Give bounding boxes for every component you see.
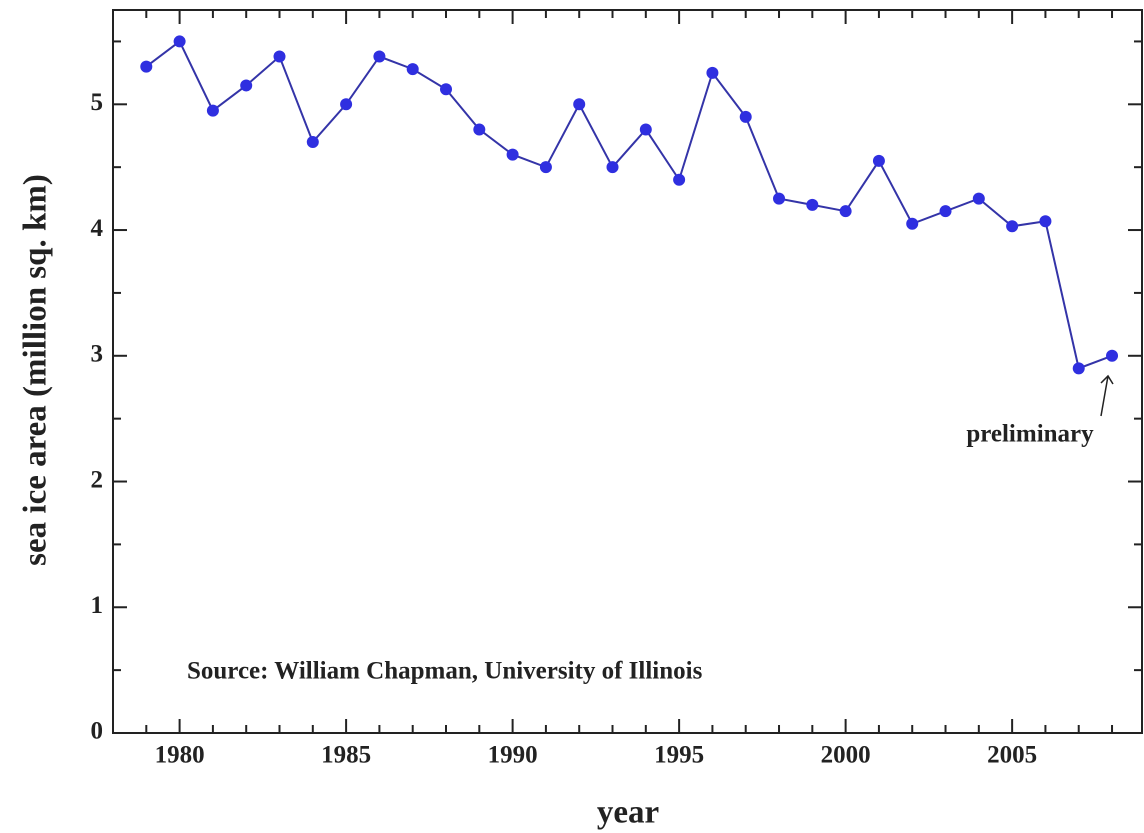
y-tick-label: 3 xyxy=(91,341,104,368)
data-point xyxy=(773,192,786,205)
data-point xyxy=(739,110,752,123)
data-point xyxy=(273,50,286,63)
data-point xyxy=(606,161,619,174)
x-tick-label: 2005 xyxy=(987,742,1037,769)
source-note: Source: William Chapman, University of I… xyxy=(187,658,703,685)
data-point xyxy=(573,98,586,111)
y-tick-label: 5 xyxy=(91,89,104,116)
data-point xyxy=(1072,362,1085,375)
data-point xyxy=(373,50,386,63)
data-point xyxy=(839,205,852,218)
data-point xyxy=(1106,349,1119,362)
y-axis-label: sea ice area (million sq. km) xyxy=(18,174,54,566)
data-point xyxy=(240,79,253,92)
x-tick-label: 1990 xyxy=(488,742,538,769)
y-tick-label: 4 xyxy=(91,215,104,242)
data-point xyxy=(1006,220,1019,233)
data-point xyxy=(506,148,519,161)
x-tick-label: 1985 xyxy=(321,742,371,769)
data-point xyxy=(140,60,153,73)
data-point xyxy=(639,123,652,136)
x-tick-label: 1980 xyxy=(155,742,205,769)
data-point xyxy=(306,136,319,149)
data-point xyxy=(473,123,486,136)
data-point xyxy=(1039,215,1052,228)
y-tick-label: 1 xyxy=(91,592,104,619)
data-point xyxy=(806,198,819,211)
annotation-arrow xyxy=(1100,374,1114,417)
data-point xyxy=(206,104,219,117)
data-point xyxy=(872,154,885,167)
data-point xyxy=(972,192,985,205)
data-point xyxy=(406,63,419,76)
y-tick-label: 2 xyxy=(91,466,104,493)
preliminary-note: preliminary xyxy=(966,421,1094,448)
series-line xyxy=(145,39,1113,370)
data-point xyxy=(673,173,686,186)
data-point xyxy=(440,83,453,96)
data-point xyxy=(340,98,353,111)
plot-frame xyxy=(112,9,1143,734)
data-point xyxy=(539,161,552,174)
x-axis-label: year xyxy=(597,795,659,831)
data-point xyxy=(706,66,719,79)
data-point xyxy=(906,217,919,230)
y-tick-label: 0 xyxy=(91,718,104,745)
x-tick-label: 1995 xyxy=(654,742,704,769)
data-point xyxy=(939,205,952,218)
x-tick-label: 2000 xyxy=(821,742,871,769)
data-point xyxy=(173,35,186,48)
